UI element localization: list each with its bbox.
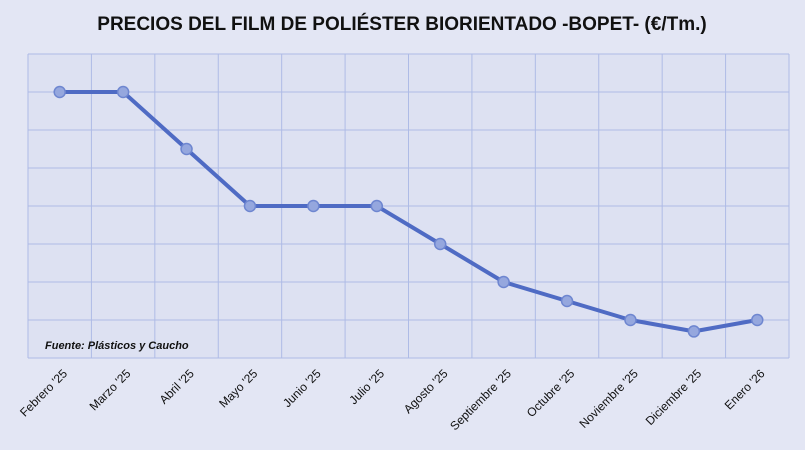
source-note: Fuente: Plásticos y Caucho [45,340,189,352]
data-point [687,325,701,338]
data-point [370,199,384,213]
data-point [53,85,66,99]
data-point [560,294,574,308]
data-point [624,313,637,327]
data-point [243,199,257,213]
chart-title: PRECIOS DEL FILM DE POLIÉSTER BIORIENTAD… [97,13,706,35]
data-point [116,85,130,99]
data-point [751,313,764,327]
series-line [59,90,758,334]
data-point [307,199,320,213]
data-point [433,237,447,251]
data-point [497,275,510,289]
data-point [180,142,193,156]
